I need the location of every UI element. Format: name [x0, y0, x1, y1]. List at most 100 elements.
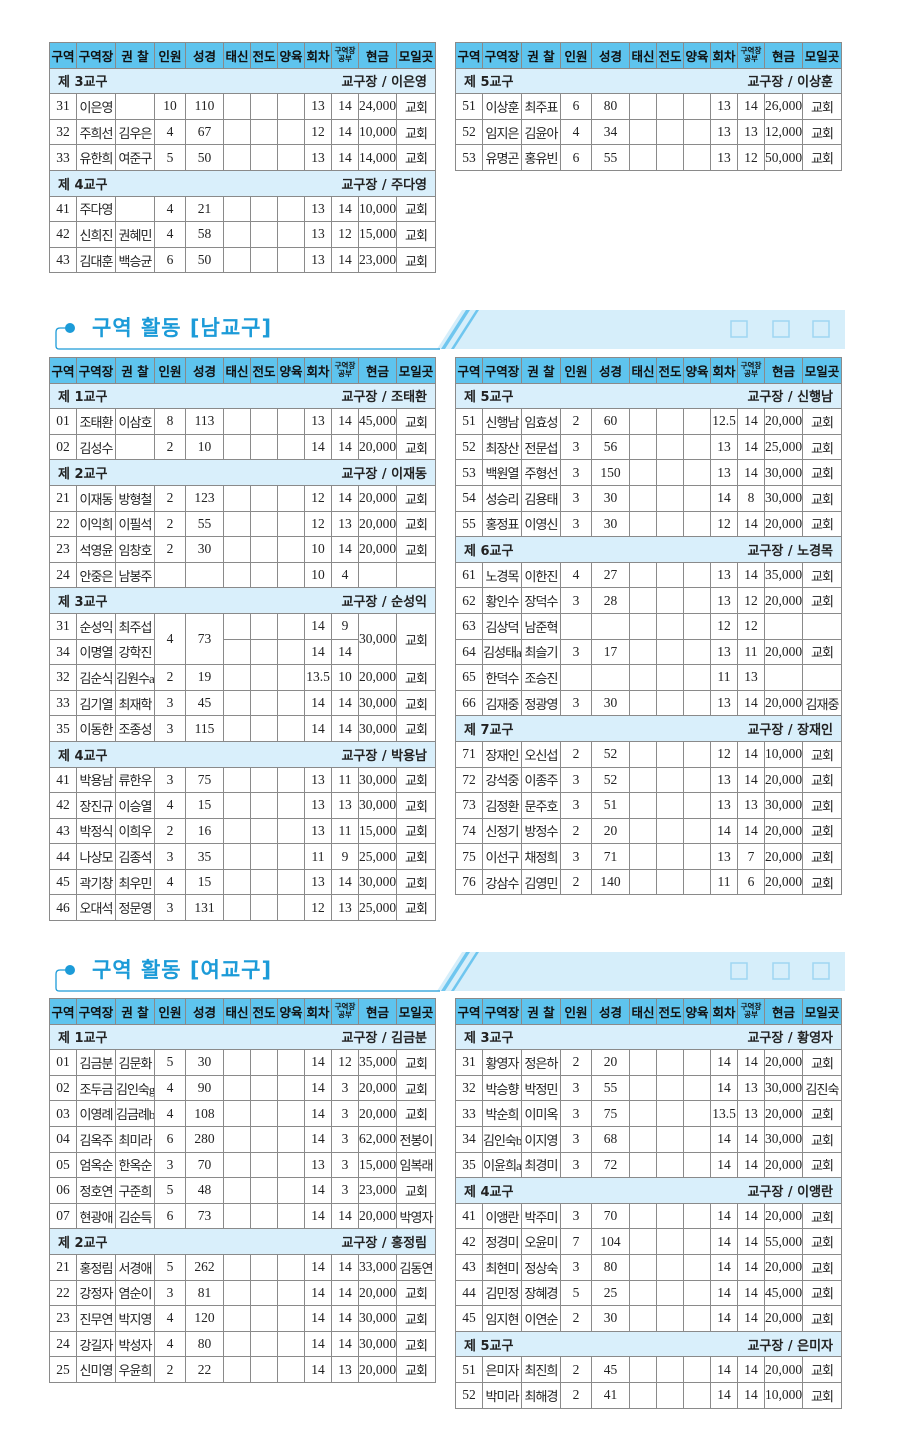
table-cell: 12 — [737, 587, 765, 614]
table-cell: 13 — [710, 766, 738, 794]
district-table: 구역 구역장 권 찰 인원 성경 태신 전도 양육 회차 구역장 공부 현금 모일곳 교구장 / 신행남… — [455, 357, 842, 896]
table-cell: 14 — [304, 1356, 332, 1383]
table-row: 34 이명열 강학진 14 14 — [49, 638, 436, 666]
table-cell: 04 — [49, 1125, 77, 1153]
group-header: 교구장 / 은미자 제 5교구 — [455, 1330, 842, 1358]
table-cell: 12 — [710, 612, 738, 640]
table-cell: 14 — [737, 1125, 765, 1153]
column-header: 현금 — [358, 42, 397, 69]
table-cell: 12 — [304, 894, 332, 922]
table-cell — [250, 612, 278, 640]
table-cell: 20,000 — [358, 536, 397, 563]
table-cell: 45 — [455, 1305, 483, 1332]
table-cell: 이명열 — [76, 638, 116, 666]
table-cell: 72 — [455, 766, 483, 794]
table-cell: 조태환 — [76, 408, 116, 435]
table-cell: 김원수a — [115, 664, 155, 691]
table-cell — [250, 766, 278, 794]
table-cell: 20,000 — [764, 1151, 803, 1179]
table-cell: 3 — [331, 1177, 359, 1204]
table-cell — [683, 484, 711, 512]
table-cell: 41 — [455, 1202, 483, 1230]
table-cell: 14 — [304, 715, 332, 742]
group-row: 교구장 / 조태환 제 1교구 — [49, 382, 436, 410]
table-cell: 5 — [154, 144, 186, 171]
table-cell: 30 — [185, 536, 224, 563]
table-cell — [683, 868, 711, 896]
table-cell: 황영자 — [482, 1049, 522, 1076]
table-cell — [277, 408, 305, 435]
table-cell: 6 — [560, 93, 592, 120]
group-title: 제 6교구 — [464, 543, 514, 559]
table-cell — [223, 118, 251, 146]
table-cell: 13 — [304, 766, 332, 794]
table-cell: 51 — [455, 93, 483, 120]
table-cell: 43 — [49, 817, 77, 845]
table-cell — [250, 1279, 278, 1307]
table-cell — [656, 1202, 684, 1230]
table-cell: 교회 — [802, 1049, 842, 1076]
table-cell: 20,000 — [764, 766, 803, 794]
table-cell — [683, 766, 711, 794]
table-cell: 2 — [560, 1356, 592, 1383]
table-cell: 이앵란 — [482, 1202, 522, 1230]
table-cell: 교회 — [802, 868, 842, 896]
table-cell: 7 — [560, 1228, 592, 1255]
table-cell: 박주미 — [521, 1202, 561, 1230]
group-row: 교구장 / 김금분 제 1교구 — [49, 1023, 436, 1051]
group-title: 제 1교구 — [58, 390, 108, 406]
table-cell: 150 — [591, 459, 630, 486]
table-cell — [223, 1305, 251, 1332]
table-cell: 20,000 — [764, 510, 803, 538]
group-title: 제 3교구 — [58, 595, 108, 611]
table-cell: 11 — [737, 638, 765, 666]
table-cell — [802, 664, 842, 691]
table-cell — [656, 459, 684, 486]
table-cell — [223, 1100, 251, 1127]
table-row: 76 강삼수 김영민 2 140 11 6 20,000 교회 — [455, 868, 842, 896]
table-cell: 45 — [49, 868, 77, 896]
table-cell: 3 — [560, 792, 592, 819]
table-cell: 6 — [737, 868, 765, 896]
table-cell: 61 — [455, 561, 483, 589]
group-leader: 교구장 / 신행남 — [747, 390, 833, 406]
table-row: 62 황인수 장덕수 3 28 13 12 20,000 교회 — [455, 587, 842, 614]
table-cell: 22 — [49, 510, 77, 538]
table-cell: 30,000 — [358, 792, 397, 819]
table-cell: 6 — [154, 1202, 186, 1230]
table-cell — [656, 1049, 684, 1076]
table-cell: 14 — [737, 1381, 765, 1409]
table-cell: 교회 — [396, 689, 436, 717]
table-cell: 140 — [591, 868, 630, 896]
group-header: 교구장 / 장재인 제 7교구 — [455, 715, 842, 742]
table-cell — [250, 1125, 278, 1153]
table-cell: 이은영 — [76, 93, 116, 120]
table-cell: 51 — [455, 1356, 483, 1383]
table-cell — [277, 766, 305, 794]
table-cell: 3 — [560, 587, 592, 614]
table-cell: 강정자 — [76, 1279, 116, 1307]
table-cell — [629, 433, 657, 461]
table-cell: 강석중 — [482, 766, 522, 794]
table-cell — [250, 561, 278, 589]
table-cell — [277, 221, 305, 248]
table-cell: 30,000 — [358, 868, 397, 896]
table-cell: 13 — [304, 144, 332, 171]
table-row: 07 현광애 김순득 6 73 14 14 20,000 박영자 — [49, 1202, 436, 1230]
table-cell — [683, 689, 711, 717]
table-cell — [656, 1253, 684, 1281]
table-cell: 13 — [710, 144, 738, 171]
table-cell: 최슬기 — [521, 638, 561, 666]
table-cell: 33 — [455, 1100, 483, 1127]
table-cell — [560, 612, 592, 640]
table-cell: 14 — [737, 1202, 765, 1230]
table-cell: 교회 — [802, 1279, 842, 1307]
table-cell: 3 — [154, 1151, 186, 1179]
table-cell: 5 — [154, 1049, 186, 1076]
table-cell: 14 — [737, 1151, 765, 1179]
table-cell: 신미영 — [76, 1356, 116, 1383]
table-cell: 임복래 — [396, 1151, 436, 1179]
table-cell: 14 — [737, 766, 765, 794]
table-cell — [250, 93, 278, 120]
table-cell: 3 — [560, 1151, 592, 1179]
